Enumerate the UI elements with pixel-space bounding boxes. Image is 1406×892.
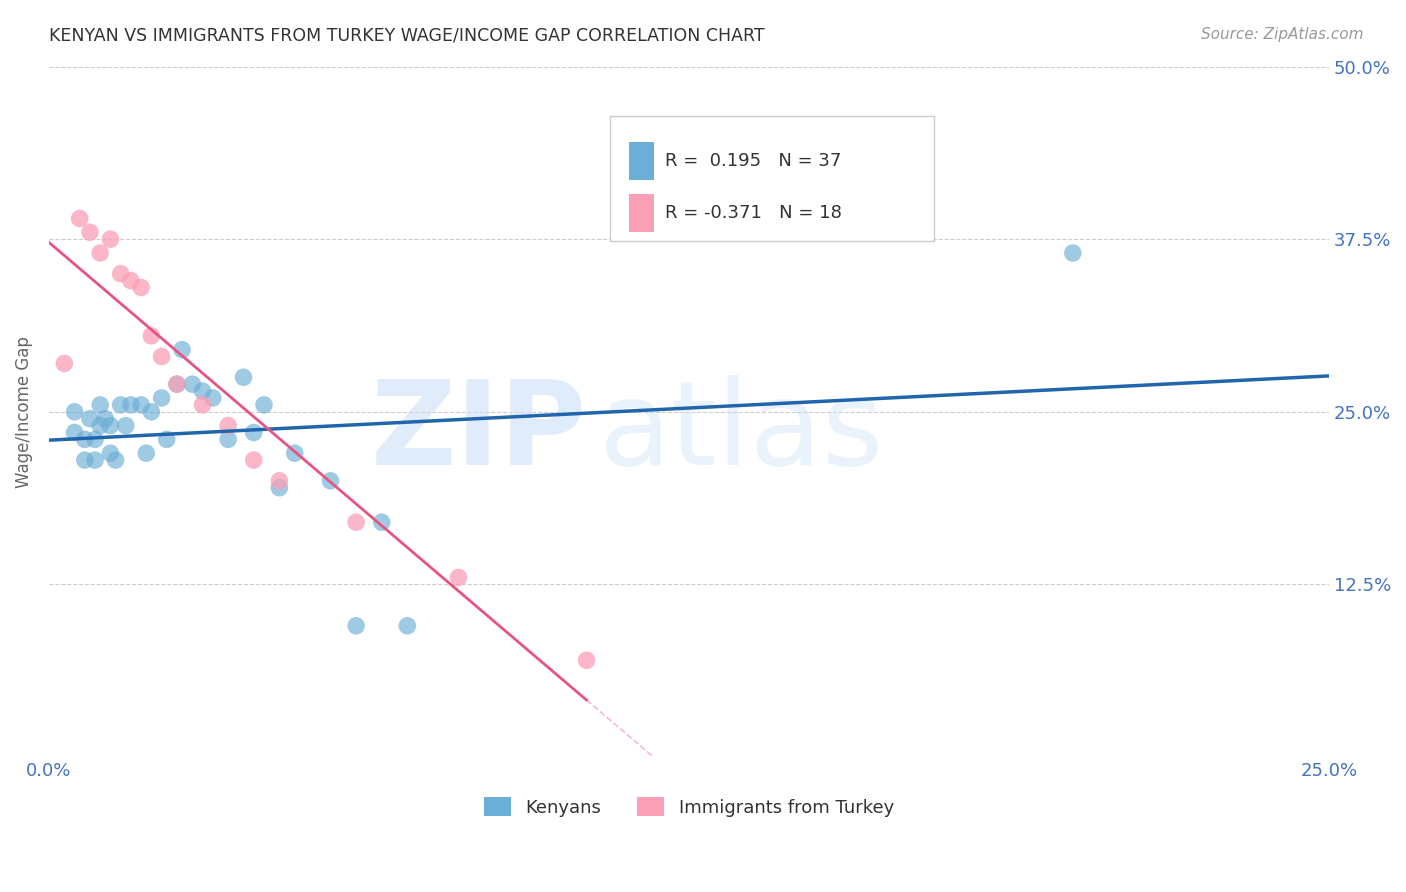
Point	[79, 225, 101, 239]
Point	[269, 481, 291, 495]
Point	[120, 398, 142, 412]
Point	[191, 398, 214, 412]
Point	[166, 377, 188, 392]
Point	[269, 474, 291, 488]
Point	[129, 398, 152, 412]
Point	[110, 398, 132, 412]
Point	[79, 411, 101, 425]
Point	[84, 433, 107, 447]
Point	[217, 433, 239, 447]
Point	[89, 398, 111, 412]
Point	[181, 377, 204, 392]
Text: KENYAN VS IMMIGRANTS FROM TURKEY WAGE/INCOME GAP CORRELATION CHART: KENYAN VS IMMIGRANTS FROM TURKEY WAGE/IN…	[49, 27, 765, 45]
Point	[73, 453, 96, 467]
Text: atlas: atlas	[599, 375, 884, 490]
Text: Source: ZipAtlas.com: Source: ZipAtlas.com	[1201, 27, 1364, 42]
Point	[89, 418, 111, 433]
Point	[100, 232, 122, 246]
Point	[150, 350, 173, 364]
Point	[53, 356, 76, 370]
Point	[170, 343, 193, 357]
Point	[191, 384, 214, 398]
Point	[344, 515, 367, 529]
Point	[447, 570, 470, 584]
Point	[201, 391, 224, 405]
Point	[63, 405, 86, 419]
Point	[344, 619, 367, 633]
Point	[242, 425, 264, 440]
Point	[89, 246, 111, 260]
Point	[575, 653, 598, 667]
Point	[396, 619, 419, 633]
Point	[156, 433, 179, 447]
Point	[150, 391, 173, 405]
Point	[135, 446, 157, 460]
Point	[242, 453, 264, 467]
Text: R = -0.371   N = 18: R = -0.371 N = 18	[665, 204, 842, 222]
Point	[114, 418, 136, 433]
Point	[284, 446, 307, 460]
Y-axis label: Wage/Income Gap: Wage/Income Gap	[15, 336, 32, 488]
Point	[100, 446, 122, 460]
Point	[141, 405, 163, 419]
Point	[1062, 246, 1084, 260]
Point	[319, 474, 342, 488]
Point	[370, 515, 392, 529]
Point	[73, 433, 96, 447]
Point	[63, 425, 86, 440]
Point	[141, 329, 163, 343]
Text: ZIP: ZIP	[371, 375, 586, 490]
Point	[129, 280, 152, 294]
Point	[84, 453, 107, 467]
Point	[166, 377, 188, 392]
Point	[100, 418, 122, 433]
Point	[253, 398, 276, 412]
Point	[94, 411, 117, 425]
Text: R =  0.195   N = 37: R = 0.195 N = 37	[665, 152, 841, 169]
Legend: Kenyans, Immigrants from Turkey: Kenyans, Immigrants from Turkey	[477, 790, 901, 824]
Point	[217, 418, 239, 433]
Point	[232, 370, 254, 384]
Point	[104, 453, 127, 467]
Point	[110, 267, 132, 281]
Point	[69, 211, 91, 226]
Point	[120, 274, 142, 288]
